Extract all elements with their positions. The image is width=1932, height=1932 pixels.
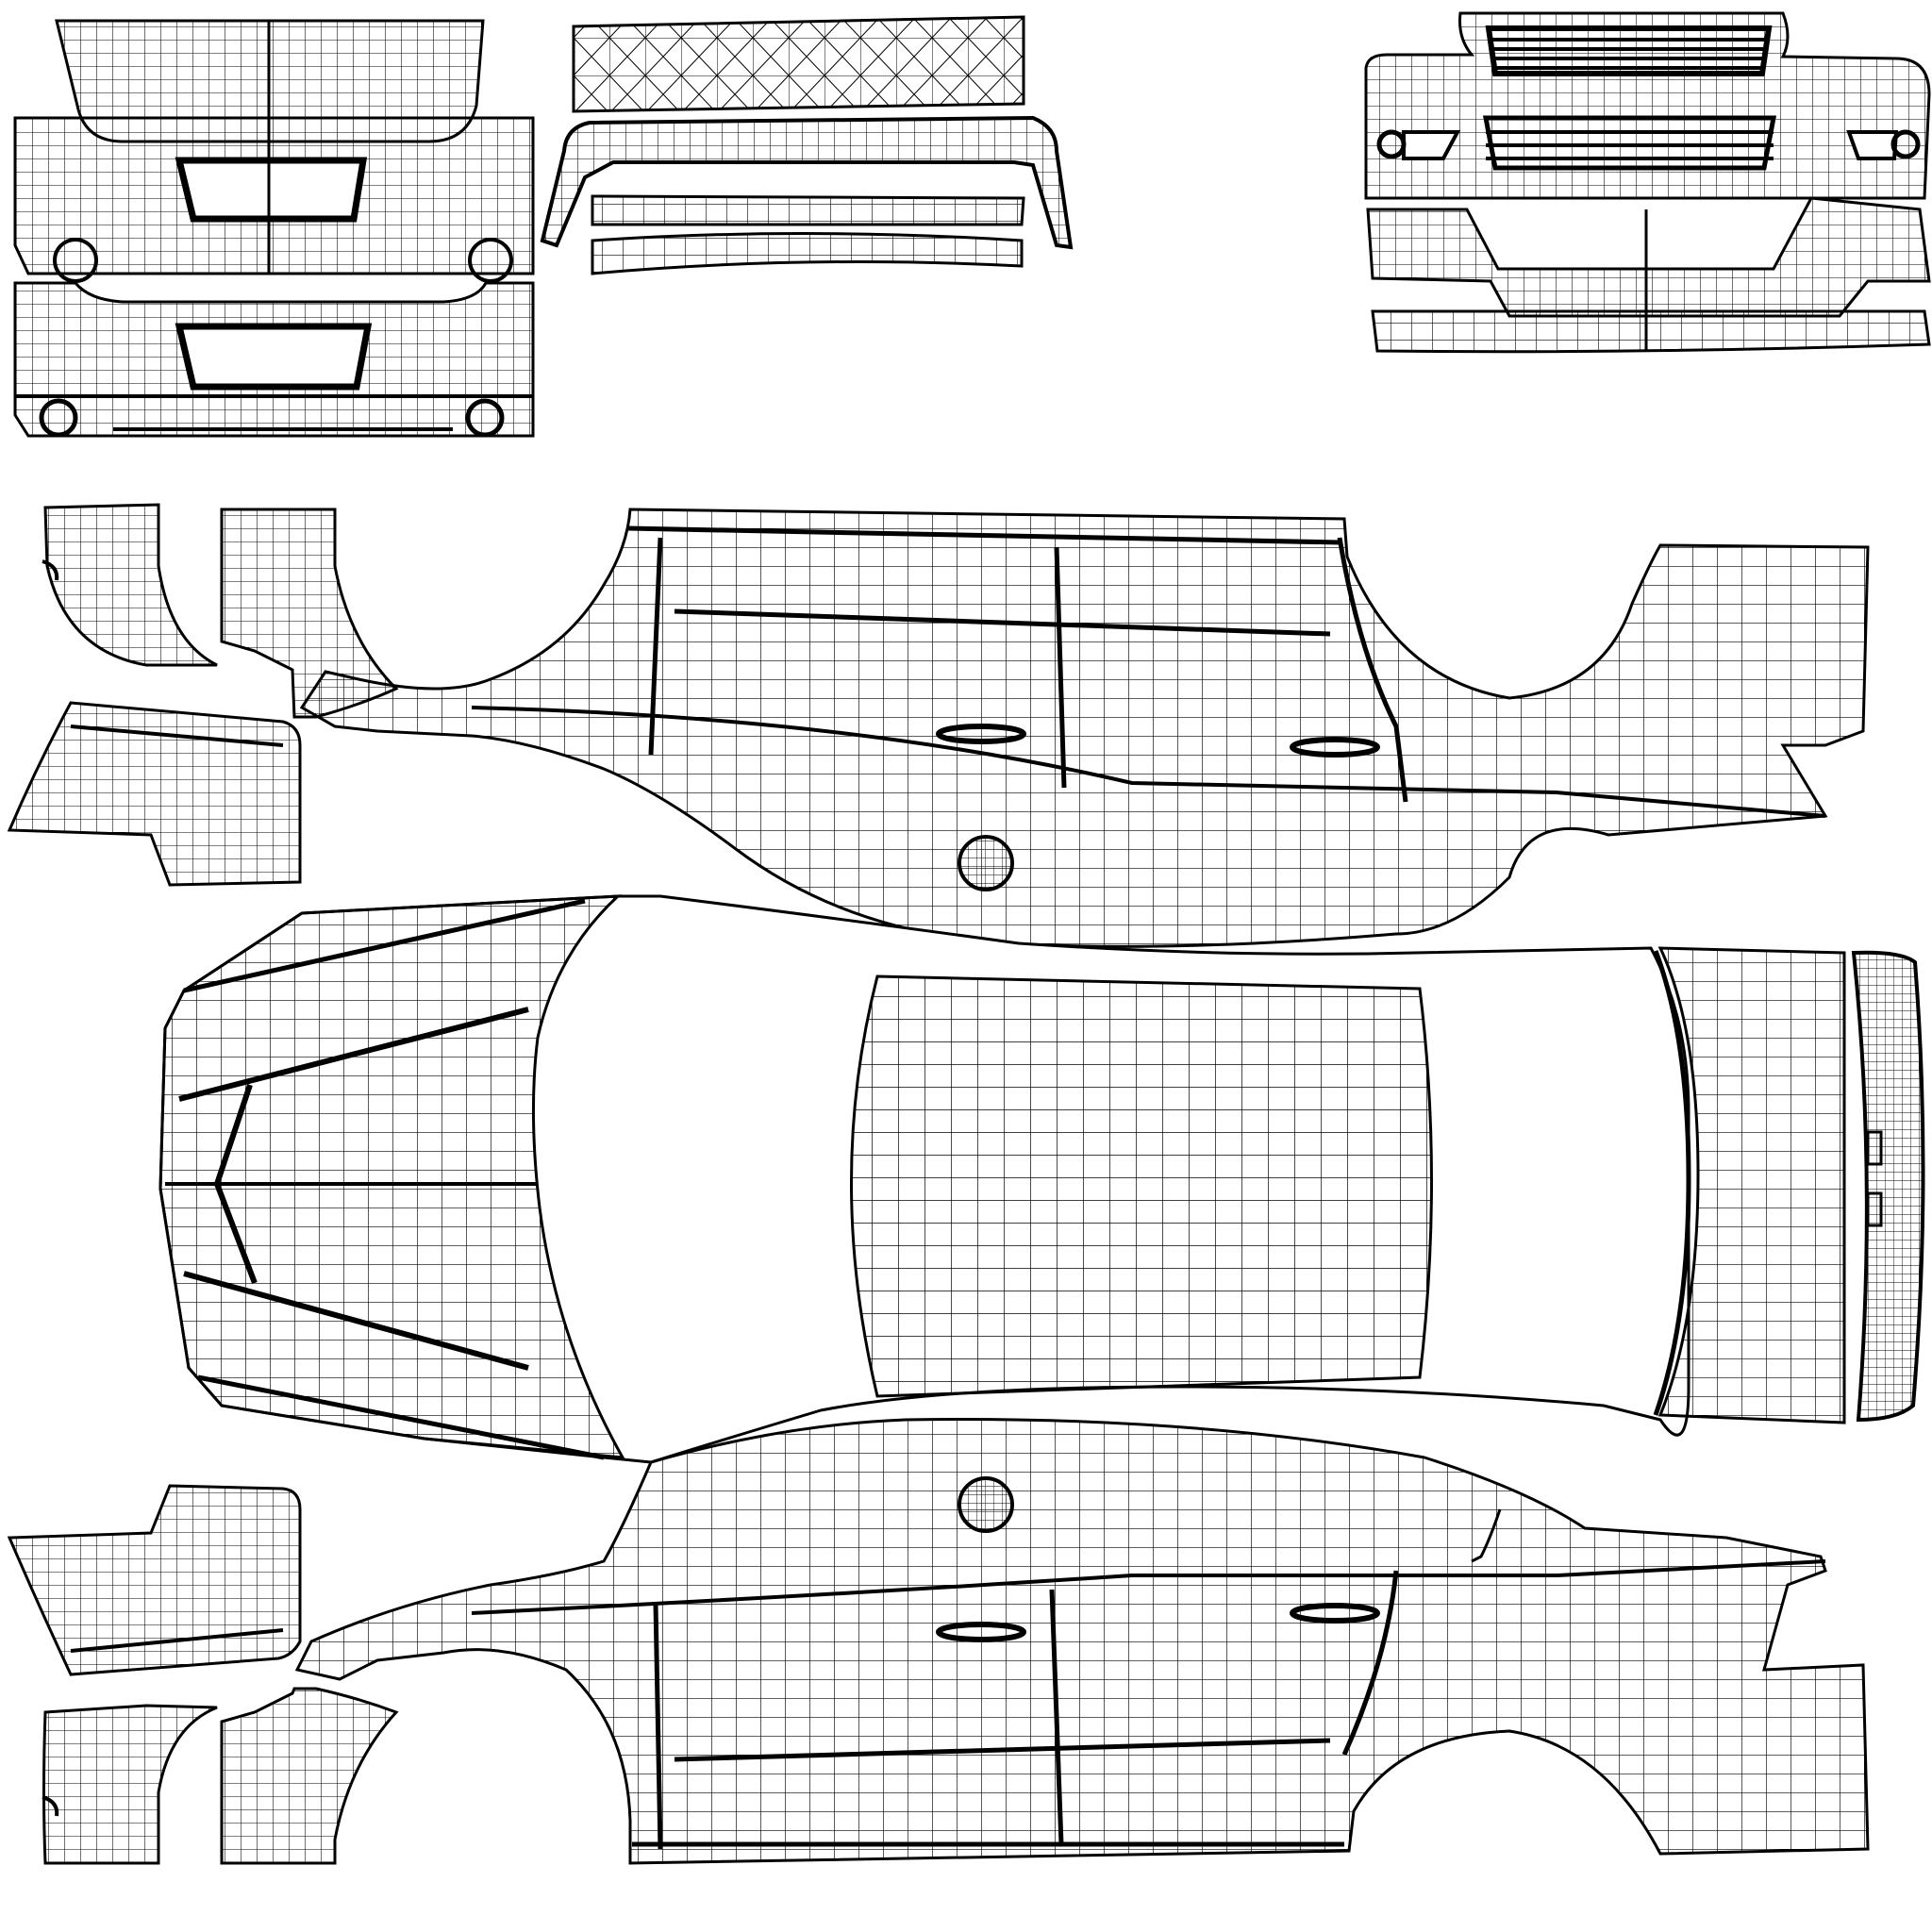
front-bumper-lower [1366,196,1931,354]
fender-top-left-c [7,701,302,887]
trunk-strip [1851,950,1925,1423]
rear-bumper-lower [13,281,535,438]
front-bumper [1364,11,1931,200]
side-body-bottom [294,1418,1870,1865]
rear-bumper-upper [13,19,535,283]
side-body-top [299,508,1870,948]
fender-top-left-a [42,503,218,667]
fender-bottom-left-a [7,1484,302,1676]
fender-bottom-left-c [42,1704,218,1865]
roof-panel [850,974,1433,1398]
fender-bottom-left-b [220,1687,399,1865]
rear-spoiler [540,15,1074,275]
fuel-cap-bottom [958,1476,1014,1533]
fuel-cap-top [958,835,1014,891]
